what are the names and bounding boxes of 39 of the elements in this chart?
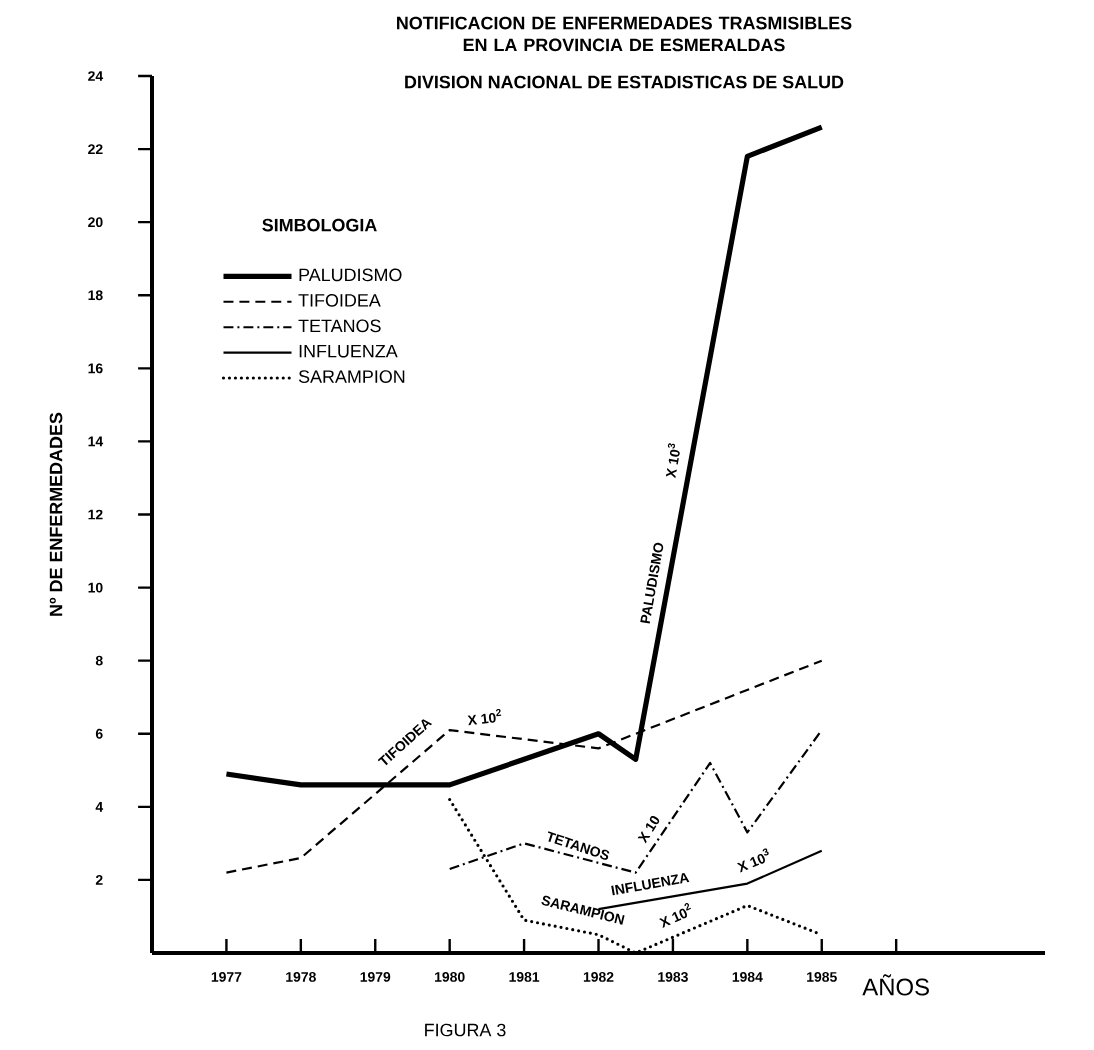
chart-title: NOTIFICACION DE ENFERMEDADES TRASMISIBLES EN LA PROVINCIA DE ESMERALDAS [397, 16, 852, 52]
y-tick-label: 8 [95, 655, 103, 666]
x-tick-label: 1979 [360, 972, 391, 982]
x-tick-label: 1982 [583, 972, 614, 982]
annotation: X 10$^{2}$ [659, 903, 692, 928]
y-tick-label: 22 [88, 144, 103, 154]
legend-label: INFLUENZA [299, 344, 398, 358]
annotation: INFLUENZA [611, 873, 690, 896]
legend-label: TETANOS [298, 319, 381, 333]
legend-label: TIFOIDEA [298, 294, 381, 307]
annotation: X 10 [637, 816, 660, 844]
x-tick-label: 1980 [435, 972, 465, 982]
y-axis-title: Nº DE ENFERMEDADES [49, 412, 63, 616]
x-tick-label: 1981 [509, 972, 540, 982]
y-tick-label: 24 [88, 71, 104, 81]
x-tick-label: 1983 [658, 972, 688, 982]
y-tick-label: 2 [95, 875, 103, 885]
y-tick-label: 20 [88, 217, 103, 228]
x-axis-title: AÑOS [862, 974, 929, 996]
chart-subtitle: DIVISION NACIONAL DE ESTADISTICAS DE SALUD [405, 75, 844, 89]
y-tick-label: 16 [88, 363, 103, 374]
legend-label: PALUDISMO [299, 268, 402, 282]
annotation: X 10$^{3}$ [665, 443, 680, 479]
y-tick-label: 6 [95, 728, 103, 739]
x-tick-label: 1977 [211, 972, 242, 982]
text: FIGURA 3 [425, 1023, 506, 1037]
x-tick-label: 1984 [732, 972, 763, 982]
x-tick-label: 1978 [286, 972, 316, 982]
annotation: PALUDISMO [640, 542, 664, 624]
legend-label: SARAMPION [298, 370, 405, 383]
annotation: X 10$^{2}$ [467, 709, 502, 726]
y-tick-label: 14 [88, 436, 104, 447]
y-tick-label: 12 [88, 509, 103, 520]
y-tick-label: 4 [95, 802, 104, 812]
y-tick-label: 10 [88, 582, 103, 593]
annotation: X 10$^{3}$ [736, 848, 769, 873]
legend-title: SIMBOLOGIA [262, 218, 377, 232]
y-tick-label: 18 [88, 290, 103, 301]
x-tick-label: 1985 [807, 972, 837, 982]
